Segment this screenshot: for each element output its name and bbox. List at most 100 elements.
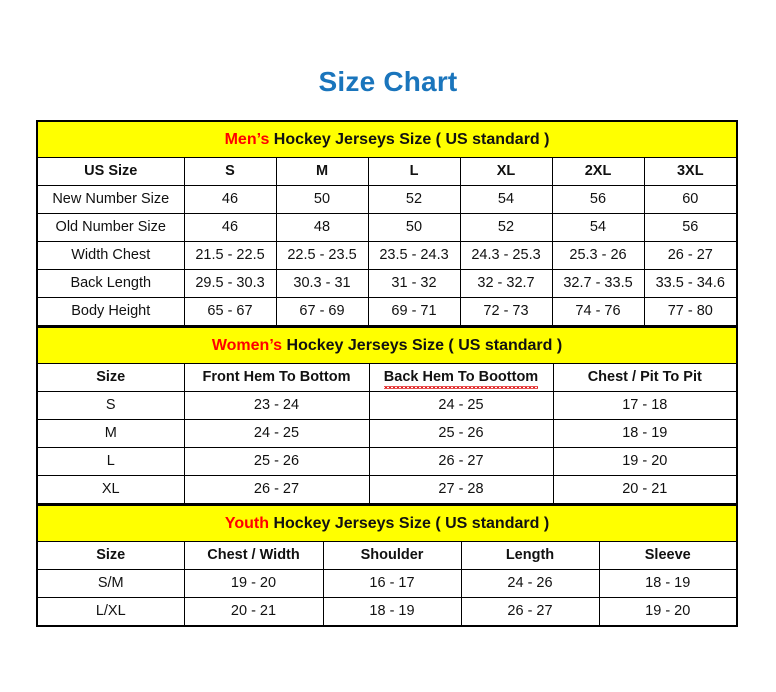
womens-row-label-0: S — [36, 391, 185, 420]
mens-cell-2-5: 26 - 27 — [643, 241, 738, 270]
mens-col-header-5: 2XL — [551, 157, 645, 186]
mens-cell-3-2: 31 - 32 — [367, 269, 461, 298]
youth-cell-0-2: 24 - 26 — [460, 569, 600, 598]
womens-cell-1-2: 18 - 19 — [552, 419, 738, 448]
youth-cell-0-3: 18 - 19 — [598, 569, 738, 598]
mens-col-header-6: 3XL — [643, 157, 738, 186]
youth-cell-1-3: 19 - 20 — [598, 597, 738, 627]
womens-cell-0-1: 24 - 25 — [368, 391, 554, 420]
page-title: Size Chart — [318, 66, 458, 97]
youth-row-label-1: L/XL — [36, 597, 185, 627]
mens-cell-3-5: 33.5 - 34.6 — [643, 269, 738, 298]
mens-col-header-0: US Size — [36, 157, 185, 186]
youth-col-header-3: Length — [460, 541, 600, 570]
mens-cell-3-4: 32.7 - 33.5 — [551, 269, 645, 298]
mens-section-header-highlight: Men’s — [224, 131, 270, 148]
mens-cell-2-0: 21.5 - 22.5 — [183, 241, 277, 270]
mens-cell-2-2: 23.5 - 24.3 — [367, 241, 461, 270]
youth-cell-1-1: 18 - 19 — [322, 597, 462, 627]
womens-column-header-row: Size Front Hem To Bottom Back Hem To Boo… — [36, 363, 738, 392]
table-row: Back Length 29.5 - 30.3 30.3 - 31 31 - 3… — [36, 269, 738, 298]
womens-row-label-3: XL — [36, 475, 185, 505]
mens-cell-2-3: 24.3 - 25.3 — [459, 241, 553, 270]
table-row: L/XL 20 - 21 18 - 19 26 - 27 19 - 20 — [36, 597, 738, 627]
youth-section-header-rest: Hockey Jerseys Size ( US standard ) — [269, 515, 550, 532]
table-row: XL 26 - 27 27 - 28 20 - 21 — [36, 475, 738, 505]
womens-cell-1-1: 25 - 26 — [368, 419, 554, 448]
table-row: New Number Size 46 50 52 54 56 60 — [36, 185, 738, 214]
youth-section-header-highlight: Youth — [224, 515, 270, 532]
mens-col-header-3: L — [367, 157, 461, 186]
womens-col-header-0: Size — [36, 363, 185, 392]
mens-cell-4-1: 67 - 69 — [275, 297, 369, 327]
womens-cell-2-0: 25 - 26 — [183, 447, 370, 476]
mens-section-header-rest: Hockey Jerseys Size ( US standard ) — [269, 131, 550, 148]
youth-col-header-2: Shoulder — [322, 541, 462, 570]
womens-cell-3-2: 20 - 21 — [552, 475, 738, 505]
womens-cell-0-2: 17 - 18 — [552, 391, 738, 420]
mens-cell-0-2: 52 — [367, 185, 461, 214]
mens-cell-2-1: 22.5 - 23.5 — [275, 241, 369, 270]
mens-cell-4-2: 69 - 71 — [367, 297, 461, 327]
womens-col-header-3: Chest / Pit To Pit — [552, 363, 738, 392]
womens-cell-1-0: 24 - 25 — [183, 419, 370, 448]
mens-cell-0-1: 50 — [275, 185, 369, 214]
table-row: Body Height 65 - 67 67 - 69 69 - 71 72 -… — [36, 297, 738, 327]
table-row: S/M 19 - 20 16 - 17 24 - 26 18 - 19 — [36, 569, 738, 598]
mens-cell-1-0: 46 — [183, 213, 277, 242]
youth-cell-0-0: 19 - 20 — [183, 569, 324, 598]
mens-cell-0-5: 60 — [643, 185, 738, 214]
womens-col-header-2: Back Hem To Boottom — [368, 363, 554, 392]
womens-cell-3-1: 27 - 28 — [368, 475, 554, 505]
mens-cell-4-5: 77 - 80 — [643, 297, 738, 327]
mens-size-table: Men’s Hockey Jerseys Size ( US standard … — [35, 120, 739, 327]
youth-col-header-1: Chest / Width — [183, 541, 324, 570]
womens-section-header-rest: Hockey Jerseys Size ( US standard ) — [282, 337, 563, 354]
mens-cell-2-4: 25.3 - 26 — [551, 241, 645, 270]
size-chart-tables: Men’s Hockey Jerseys Size ( US standard … — [35, 120, 739, 627]
mens-cell-1-1: 48 — [275, 213, 369, 242]
youth-col-header-4: Sleeve — [598, 541, 738, 570]
womens-size-table: Women’s Hockey Jerseys Size ( US standar… — [35, 327, 739, 505]
mens-row-label-1: Old Number Size — [36, 213, 185, 242]
mens-cell-4-0: 65 - 67 — [183, 297, 277, 327]
womens-cell-0-0: 23 - 24 — [183, 391, 370, 420]
mens-cell-3-0: 29.5 - 30.3 — [183, 269, 277, 298]
mens-cell-4-4: 74 - 76 — [551, 297, 645, 327]
mens-row-label-4: Body Height — [36, 297, 185, 327]
womens-section-header: Women’s Hockey Jerseys Size ( US standar… — [35, 327, 739, 364]
womens-cell-2-2: 19 - 20 — [552, 447, 738, 476]
mens-row-label-3: Back Length — [36, 269, 185, 298]
youth-cell-1-2: 26 - 27 — [460, 597, 600, 627]
mens-cell-1-2: 50 — [367, 213, 461, 242]
womens-cell-3-0: 26 - 27 — [183, 475, 370, 505]
womens-col-header-1: Front Hem To Bottom — [183, 363, 370, 392]
youth-size-table: Youth Hockey Jerseys Size ( US standard … — [35, 505, 739, 627]
womens-section-header-row: Women’s Hockey Jerseys Size ( US standar… — [35, 327, 739, 364]
mens-cell-3-3: 32 - 32.7 — [459, 269, 553, 298]
mens-col-header-2: M — [275, 157, 369, 186]
womens-row-label-1: M — [36, 419, 185, 448]
mens-cell-1-4: 54 — [551, 213, 645, 242]
mens-cell-1-5: 56 — [643, 213, 738, 242]
mens-col-header-1: S — [183, 157, 277, 186]
table-row: M 24 - 25 25 - 26 18 - 19 — [36, 419, 738, 448]
mens-cell-0-3: 54 — [459, 185, 553, 214]
youth-cell-1-0: 20 - 21 — [183, 597, 324, 627]
youth-section-header-row: Youth Hockey Jerseys Size ( US standard … — [35, 505, 739, 542]
mens-column-header-row: US Size S M L XL 2XL 3XL — [36, 157, 738, 186]
womens-cell-2-1: 26 - 27 — [368, 447, 554, 476]
mens-row-label-2: Width Chest — [36, 241, 185, 270]
womens-col-header-2-label: Back Hem To Boottom — [383, 364, 539, 391]
mens-cell-3-1: 30.3 - 31 — [275, 269, 369, 298]
youth-cell-0-1: 16 - 17 — [322, 569, 462, 598]
womens-section-header-highlight: Women’s — [211, 337, 283, 354]
youth-row-label-0: S/M — [36, 569, 185, 598]
youth-section-header: Youth Hockey Jerseys Size ( US standard … — [35, 505, 739, 542]
mens-col-header-4: XL — [459, 157, 553, 186]
mens-cell-0-4: 56 — [551, 185, 645, 214]
table-row: S 23 - 24 24 - 25 17 - 18 — [36, 391, 738, 420]
youth-column-header-row: Size Chest / Width Shoulder Length Sleev… — [36, 541, 738, 570]
mens-section-header-row: Men’s Hockey Jerseys Size ( US standard … — [35, 120, 739, 158]
